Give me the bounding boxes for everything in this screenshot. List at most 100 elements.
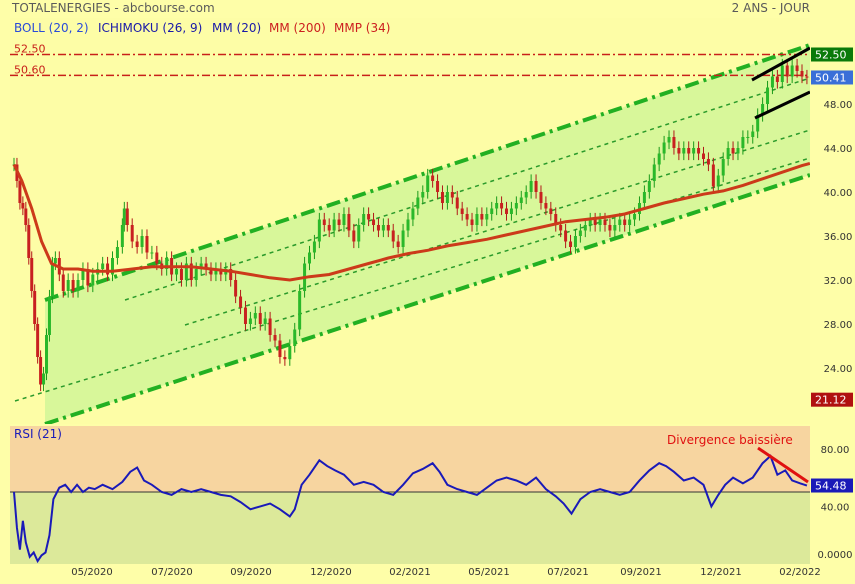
candle-body [381,225,385,231]
candle-body [509,208,513,214]
candle-body [662,142,666,154]
candle-body [189,263,193,280]
candle-body [106,263,110,275]
candle-body [362,214,366,225]
candle-body [27,225,31,258]
level-line-label: 50.60 [14,63,46,76]
rsi-tag-bg [811,478,853,493]
price-value-tag-label: 21.12 [815,394,847,407]
candle-body [573,236,577,247]
candle-body [253,313,257,319]
candle-body [741,137,745,148]
candle-body [268,318,272,335]
candle-body [554,214,558,225]
candle-body [184,263,188,280]
candle-body [125,208,129,225]
price-candles [12,58,809,392]
price-value-tag-bg [811,70,853,85]
candle-body [21,203,25,209]
candle-body [342,214,346,225]
candle-body [652,164,656,181]
x-tick-label: 07/2021 [547,567,589,578]
candle-body [283,357,287,360]
candle-body [460,208,464,214]
candle-body [539,192,543,203]
candle-body [766,87,770,104]
candle-body [175,269,179,275]
legend-ichimoku: ICHIMOKU (26, 9) [98,21,202,35]
candle-body [475,214,479,225]
candle-body [706,159,710,165]
candle-body [140,236,144,247]
candle-body [288,346,292,360]
candle-body [376,225,380,231]
candle-body [81,269,85,280]
candle-body [544,203,548,209]
candle-body [746,137,750,138]
rsi-y-axis: 80.00 40.00 0.0000 [818,445,853,561]
candle-body [122,208,126,225]
candle-body [50,263,54,297]
candle-body [702,153,705,159]
candle-body [45,335,49,374]
legend-mmp34: MMP (34) [334,21,390,35]
channel-fill [45,45,810,424]
candle-body [406,219,410,231]
candle-body [391,230,395,242]
candle-body [524,192,528,198]
price-tick-label: 28.00 [824,320,853,331]
candle-body [613,225,617,231]
candle-body [199,263,203,269]
candle-body [623,219,627,225]
candle-body [130,225,134,242]
candle-body [18,181,22,203]
candle-body [24,208,28,225]
price-value-tag-label: 50.41 [815,71,847,84]
candle-body [347,214,351,231]
candle-body [564,230,568,242]
candle-body [332,219,336,231]
candle-body [618,219,622,225]
candle-body [800,71,804,77]
candle-body [120,225,124,247]
candle-body [529,181,533,192]
rsi-value-tag: 54.48 [811,478,853,493]
level-lines: 52.50 50.60 [10,43,810,76]
candle-body [657,153,661,165]
legend-boll: BOLL (20, 2) [14,21,89,35]
candle-body [42,373,46,385]
candle-body [234,280,238,297]
candle-body [411,208,415,220]
candle-body [33,291,37,324]
candle-body [66,280,70,291]
rsi-line [13,454,808,564]
x-tick-label: 02/2022 [779,567,821,578]
candle-body [559,225,563,231]
candle-body [731,148,735,154]
candle-body [426,175,430,192]
candle-body [490,208,494,214]
candle-body [317,219,321,242]
price-y-axis: 48.00 44.00 40.00 36.00 32.00 28.00 24.00 [824,100,853,375]
candle-body [470,219,474,225]
candle-body [416,197,420,209]
candle-body [401,230,405,247]
rsi-title: RSI (21) [14,427,62,441]
price-tick-label: 48.00 [824,100,853,111]
candle-body [71,280,75,291]
candle-body [761,104,765,115]
legend: BOLL (20, 2) ICHIMOKU (26, 9) MM (20) MM… [14,21,390,35]
candle-body [357,225,361,242]
candle-body [795,65,799,71]
candle-body [519,197,523,203]
x-tick-label: 05/2020 [71,567,113,578]
candle-body [775,76,779,82]
candle-body [633,214,637,220]
candle-body [697,148,701,154]
price-value-tag-bg [811,392,853,407]
candle-body [805,76,809,78]
candle-body [179,269,183,280]
candle-body [337,219,341,225]
candle-body [111,258,114,275]
